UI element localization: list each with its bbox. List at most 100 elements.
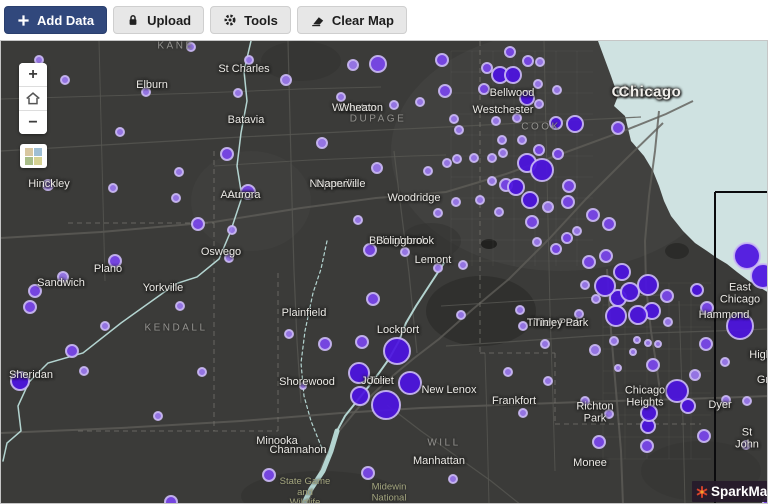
data-point[interactable] bbox=[164, 495, 178, 503]
data-point[interactable] bbox=[574, 309, 584, 319]
data-point[interactable] bbox=[750, 263, 767, 289]
data-point[interactable] bbox=[515, 305, 525, 315]
data-point[interactable] bbox=[602, 217, 616, 231]
data-point[interactable] bbox=[663, 317, 673, 327]
zoom-out-button[interactable]: − bbox=[19, 111, 47, 134]
data-point[interactable] bbox=[697, 429, 711, 443]
data-point[interactable] bbox=[438, 84, 452, 98]
data-point[interactable] bbox=[689, 369, 701, 381]
data-point[interactable] bbox=[519, 90, 535, 106]
data-point[interactable] bbox=[363, 243, 377, 257]
data-point[interactable] bbox=[60, 75, 70, 85]
data-point[interactable] bbox=[361, 466, 375, 480]
data-point[interactable] bbox=[65, 344, 79, 358]
data-point[interactable] bbox=[680, 398, 696, 414]
data-point[interactable] bbox=[108, 183, 118, 193]
data-point[interactable] bbox=[494, 207, 504, 217]
data-point[interactable] bbox=[580, 280, 590, 290]
data-point[interactable] bbox=[280, 74, 292, 86]
data-point[interactable] bbox=[497, 135, 507, 145]
data-point[interactable] bbox=[633, 336, 641, 344]
data-point[interactable] bbox=[629, 348, 637, 356]
data-point[interactable] bbox=[100, 321, 110, 331]
data-point[interactable] bbox=[491, 116, 501, 126]
data-point[interactable] bbox=[628, 305, 648, 325]
data-point[interactable] bbox=[533, 79, 543, 89]
data-point[interactable] bbox=[10, 371, 30, 391]
data-point[interactable] bbox=[451, 197, 461, 207]
data-point[interactable] bbox=[640, 439, 654, 453]
home-button[interactable] bbox=[19, 87, 47, 111]
data-point[interactable] bbox=[620, 282, 640, 302]
data-point[interactable] bbox=[503, 367, 513, 377]
data-point[interactable] bbox=[115, 127, 125, 137]
data-point[interactable] bbox=[191, 217, 205, 231]
data-point[interactable] bbox=[549, 116, 563, 130]
data-point[interactable] bbox=[591, 294, 601, 304]
data-point[interactable] bbox=[699, 337, 713, 351]
data-point[interactable] bbox=[599, 249, 613, 263]
data-point[interactable] bbox=[586, 208, 600, 222]
data-point[interactable] bbox=[566, 115, 584, 133]
data-point[interactable] bbox=[336, 92, 346, 102]
data-point[interactable] bbox=[504, 46, 516, 58]
data-point[interactable] bbox=[79, 366, 89, 376]
data-point[interactable] bbox=[540, 339, 550, 349]
data-point[interactable] bbox=[350, 386, 370, 406]
data-point[interactable] bbox=[366, 292, 380, 306]
data-point[interactable] bbox=[498, 148, 508, 158]
data-point[interactable] bbox=[609, 336, 619, 346]
upload-button[interactable]: Upload bbox=[113, 6, 205, 34]
data-point[interactable] bbox=[507, 178, 525, 196]
data-point[interactable] bbox=[240, 184, 256, 200]
data-point[interactable] bbox=[604, 409, 614, 419]
data-point[interactable] bbox=[400, 247, 410, 257]
data-point[interactable] bbox=[742, 396, 752, 406]
data-point[interactable] bbox=[542, 201, 554, 213]
data-point[interactable] bbox=[171, 193, 181, 203]
data-point[interactable] bbox=[42, 179, 54, 191]
data-point[interactable] bbox=[525, 215, 539, 229]
data-point[interactable] bbox=[355, 335, 369, 349]
data-point[interactable] bbox=[580, 396, 590, 406]
data-point[interactable] bbox=[224, 253, 234, 263]
data-point[interactable] bbox=[512, 113, 522, 123]
data-point[interactable] bbox=[665, 379, 689, 403]
add-data-button[interactable]: Add Data bbox=[4, 6, 108, 34]
data-point[interactable] bbox=[572, 226, 582, 236]
data-point[interactable] bbox=[299, 382, 307, 390]
data-point[interactable] bbox=[442, 158, 452, 168]
data-point[interactable] bbox=[284, 329, 294, 339]
tools-button[interactable]: Tools bbox=[210, 6, 291, 34]
data-point[interactable] bbox=[726, 312, 754, 340]
data-point[interactable] bbox=[654, 340, 662, 348]
data-point[interactable] bbox=[469, 153, 479, 163]
data-point[interactable] bbox=[353, 215, 363, 225]
data-point[interactable] bbox=[487, 153, 497, 163]
data-point[interactable] bbox=[318, 337, 332, 351]
data-point[interactable] bbox=[720, 357, 730, 367]
data-point[interactable] bbox=[175, 301, 185, 311]
data-point[interactable] bbox=[449, 114, 459, 124]
data-point[interactable] bbox=[448, 474, 458, 484]
data-point[interactable] bbox=[415, 97, 425, 107]
data-point[interactable] bbox=[561, 195, 575, 209]
data-point[interactable] bbox=[522, 55, 534, 67]
data-point[interactable] bbox=[562, 179, 576, 193]
data-point[interactable] bbox=[389, 100, 399, 110]
data-point[interactable] bbox=[517, 135, 527, 145]
data-point[interactable] bbox=[262, 468, 276, 482]
data-point[interactable] bbox=[197, 367, 207, 377]
clear-map-button[interactable]: Clear Map bbox=[296, 6, 407, 34]
data-point[interactable] bbox=[423, 166, 433, 176]
data-point[interactable] bbox=[186, 42, 196, 52]
data-point[interactable] bbox=[220, 147, 234, 161]
data-point[interactable] bbox=[244, 55, 254, 65]
data-point[interactable] bbox=[660, 289, 674, 303]
data-point[interactable] bbox=[478, 83, 490, 95]
data-point[interactable] bbox=[227, 225, 237, 235]
data-point[interactable] bbox=[504, 66, 522, 84]
data-point[interactable] bbox=[371, 162, 383, 174]
zoom-in-button[interactable]: + bbox=[19, 63, 47, 87]
data-point[interactable] bbox=[452, 154, 462, 164]
